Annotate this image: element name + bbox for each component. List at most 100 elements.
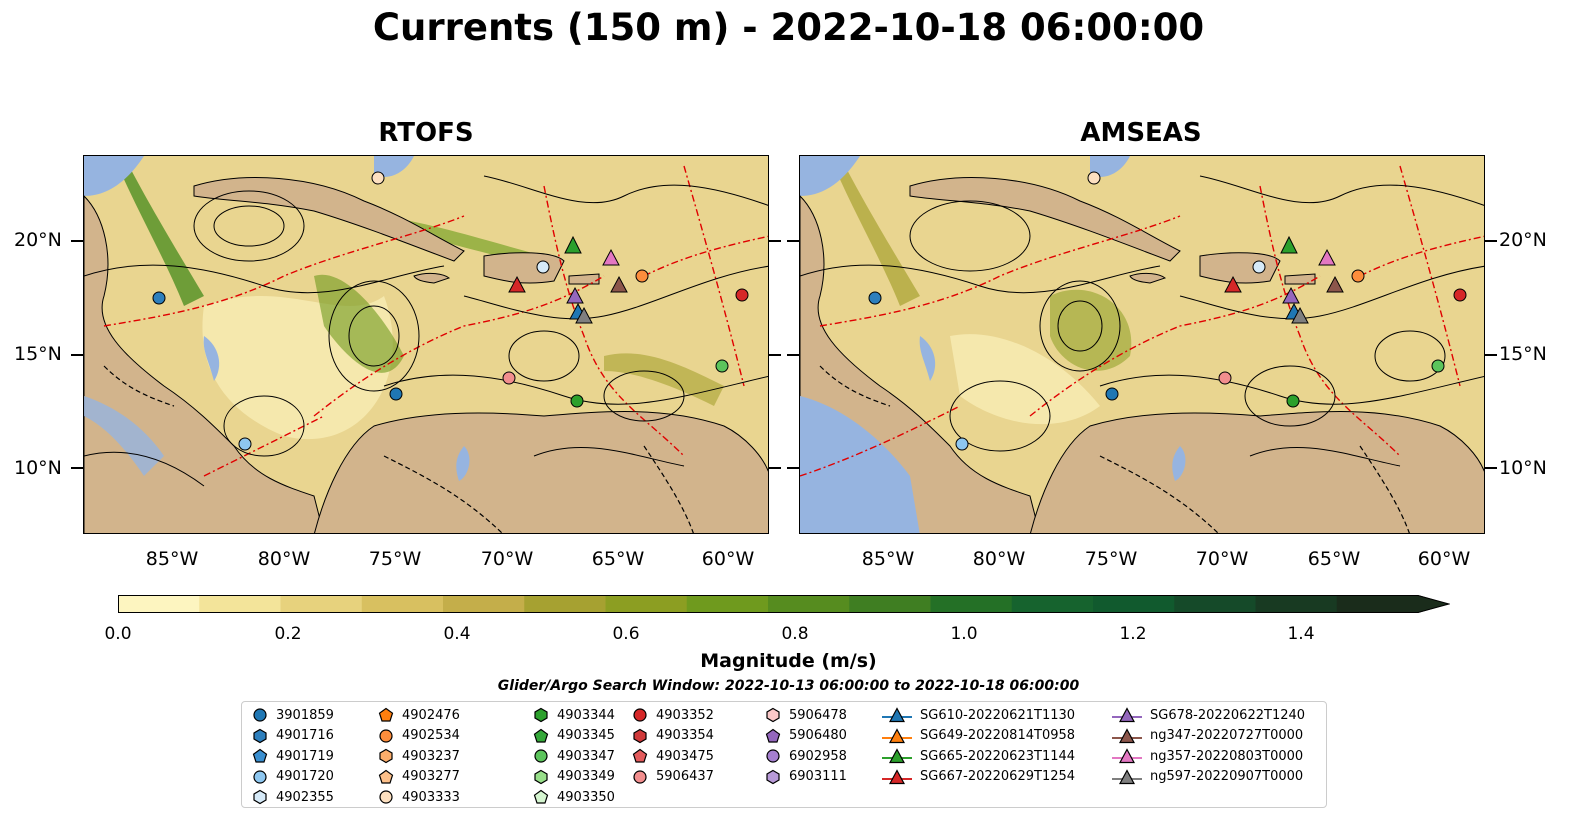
- hexagon-marker-icon: [253, 728, 267, 743]
- lon-label-60w-left: 60°W: [701, 548, 755, 570]
- colorbar-tick-label: 1.4: [1287, 624, 1315, 644]
- legend-item-label: 4903345: [557, 728, 615, 743]
- legend-item-label: 4903352: [656, 707, 714, 723]
- pentagon-marker-icon: [252, 748, 268, 763]
- lon-label-70w-right: 70°W: [1195, 548, 1249, 570]
- legend-item-label: ng357-20220803T0000: [1150, 748, 1304, 764]
- tick-mark: [71, 467, 83, 469]
- map-panel-rtofs[interactable]: [83, 155, 769, 534]
- circle-marker-icon: [253, 708, 267, 722]
- legend-item: 4903277: [378, 767, 460, 787]
- lon-label-65w-left: 65°W: [591, 548, 645, 570]
- lon-label-80w-right: 80°W: [972, 548, 1026, 570]
- colorbar-segment: [768, 595, 850, 613]
- legend-item-label: SG678-20220622T1240: [1150, 707, 1306, 723]
- figure-title: Currents (150 m) - 2022-10-18 06:00:00: [372, 6, 1205, 49]
- circle-marker-icon: [766, 749, 780, 763]
- legend-item: 6902958: [765, 746, 847, 766]
- lat-label-10n-left: 10°N: [14, 457, 62, 479]
- legend-item-label: 4902476: [402, 707, 460, 723]
- colorbar-segment: [1011, 595, 1094, 613]
- hexagon-marker-icon: [766, 707, 780, 723]
- legend-item-label: SG667-20220629T1254: [920, 769, 1076, 784]
- legend-item-label: 4901719: [276, 748, 334, 764]
- legend-item: 4903345: [533, 726, 615, 746]
- legend-item: 5906437: [632, 767, 714, 787]
- legend-item-label: SG649-20220814T0958: [920, 728, 1076, 743]
- pentagon-marker-icon: [533, 728, 549, 743]
- tick-mark: [1485, 467, 1497, 469]
- legend-item-label: 5906478: [789, 707, 847, 723]
- tick-mark: [769, 354, 781, 356]
- lon-label-80w-left: 80°W: [257, 548, 311, 570]
- hexagon-marker-icon: [633, 728, 647, 743]
- legend-item: SG649-20220814T0958: [882, 726, 1075, 746]
- pentagon-marker-icon: [378, 707, 394, 722]
- lat-label-10n-right: 10°N: [1499, 457, 1547, 479]
- legend-item: 3901859: [252, 705, 334, 725]
- legend-item-label: 4903333: [402, 789, 460, 805]
- legend-item-label: 6903111: [789, 769, 847, 784]
- legend-item-label: 4901720: [276, 769, 334, 784]
- triangle-marker-icon: [1112, 707, 1142, 723]
- colorbar-segment: [930, 595, 1013, 613]
- colorbar-segment: [280, 595, 363, 613]
- legend-item: 4903237: [378, 746, 460, 766]
- legend-item-label: SG610-20220621T1130: [920, 707, 1076, 723]
- legend-item: SG610-20220621T1130: [882, 705, 1075, 725]
- legend-item: 4903349: [533, 767, 615, 787]
- circle-marker-icon: [379, 728, 393, 743]
- legend-item-label: 4903354: [656, 728, 714, 743]
- legend-item-label: ng597-20220907T0000: [1150, 769, 1304, 784]
- colorbar-segment: [1093, 595, 1175, 613]
- legend: 3901859 4901716 4901719 4901720 4902355 49024…: [241, 701, 1327, 808]
- pentagon-marker-icon: [378, 769, 394, 784]
- legend-item-label: 4902355: [276, 789, 334, 805]
- colorbar-segment: [118, 595, 200, 613]
- lat-label-20n-left: 20°N: [14, 229, 62, 251]
- legend-item: 4901719: [252, 746, 334, 766]
- circle-marker-icon: [253, 769, 267, 784]
- colorbar-tick-label: 1.0: [950, 624, 978, 644]
- colorbar-tick-label: 0.0: [104, 624, 132, 644]
- legend-item-label: 5906437: [656, 769, 714, 784]
- legend-item: 6903111: [765, 767, 847, 787]
- tick-mark: [71, 240, 83, 242]
- legend-item: 4903333: [378, 787, 460, 807]
- legend-item: 4901720: [252, 767, 334, 787]
- lon-label-75w-right: 75°W: [1084, 548, 1138, 570]
- circle-marker-icon: [534, 749, 548, 763]
- legend-item: ng357-20220803T0000: [1112, 746, 1303, 766]
- legend-item-label: 6902958: [789, 748, 847, 764]
- colorbar-tick-label: 1.2: [1119, 624, 1147, 644]
- lon-label-70w-left: 70°W: [480, 548, 534, 570]
- legend-item: SG678-20220622T1240: [1112, 705, 1305, 725]
- legend-item-label: 4903237: [402, 748, 460, 764]
- tick-mark: [769, 240, 781, 242]
- lon-label-85w-left: 85°W: [145, 548, 199, 570]
- triangle-marker-icon: [1112, 768, 1142, 784]
- hexagon-marker-icon: [534, 769, 548, 784]
- lat-label-15n-right: 15°N: [1499, 343, 1547, 365]
- legend-item-label: 4901716: [276, 728, 334, 743]
- colorbar: [118, 595, 1451, 613]
- triangle-marker-icon: [882, 707, 912, 723]
- colorbar-segment: [849, 595, 931, 613]
- colorbar-segment: [443, 595, 525, 613]
- legend-item: 4903347: [533, 746, 615, 766]
- hexagon-marker-icon: [253, 789, 267, 805]
- legend-item: 4902355: [252, 787, 334, 807]
- legend-item: 4902534: [378, 726, 460, 746]
- triangle-marker-icon: [882, 768, 912, 784]
- legend-item-label: 4902534: [402, 728, 460, 743]
- legend-item-label: SG665-20220623T1144: [920, 748, 1076, 764]
- legend-item: 4903354: [632, 726, 714, 746]
- colorbar-tick-label: 0.8: [781, 624, 809, 644]
- map-panel-amseas[interactable]: [799, 155, 1485, 534]
- lon-label-85w-right: 85°W: [861, 548, 915, 570]
- colorbar-segment: [1255, 595, 1338, 613]
- triangle-marker-icon: [1112, 748, 1142, 764]
- colorbar-segment: [524, 595, 606, 613]
- legend-item-label: 4903347: [557, 748, 615, 764]
- tick-mark: [787, 354, 799, 356]
